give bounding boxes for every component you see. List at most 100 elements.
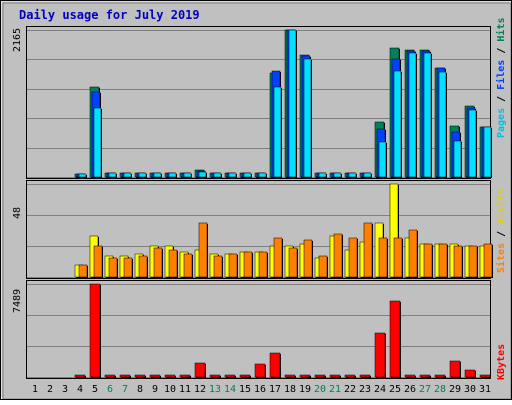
bar-pages-day-27 [423, 52, 432, 178]
bar-sites-day-28 [438, 243, 448, 278]
kbytes-panel-bg [26, 280, 491, 379]
bar-sites-day-5 [93, 245, 103, 278]
requests-panel: 2165 Pages / Files / Hits [12, 18, 507, 179]
x-tick-label: 1 [32, 384, 38, 395]
bar-kbytes-day-24 [374, 332, 386, 378]
x-tick-label: 19 [299, 384, 311, 395]
visits-legend: Sites / Visits [495, 189, 507, 273]
x-tick-label: 6 [107, 384, 113, 395]
legend-sep-3: / [496, 231, 507, 237]
legend-pages: Pages [496, 108, 507, 138]
bar-kbytes-day-20 [314, 374, 326, 378]
bar-sites-day-20 [318, 255, 328, 278]
x-tick-label: 24 [374, 384, 386, 395]
bar-kbytes-day-14 [224, 374, 236, 378]
bar-sites-day-25 [393, 237, 403, 278]
x-tick-label: 28 [434, 384, 446, 395]
requests-legend: Pages / Files / Hits [495, 18, 507, 139]
bar-kbytes-day-12 [194, 362, 206, 378]
visits-ymax-label: 48 [12, 207, 23, 219]
bar-pages-day-16 [258, 172, 267, 178]
bar-pages-day-9 [153, 172, 162, 178]
bar-kbytes-day-17 [269, 352, 281, 378]
legend-sites: Sites [495, 243, 507, 273]
kbytes-bars [74, 283, 491, 378]
bar-pages-day-8 [138, 172, 147, 178]
x-tick-label: 25 [389, 384, 401, 395]
bar-sites-day-11 [183, 253, 193, 278]
bar-kbytes-day-11 [179, 374, 191, 378]
bar-sites-day-31 [483, 243, 493, 278]
bar-kbytes-day-27 [419, 374, 431, 378]
x-tick-label: 21 [329, 384, 341, 395]
bar-kbytes-day-6 [104, 374, 116, 378]
bar-pages-day-19 [303, 58, 312, 178]
x-tick-label: 16 [254, 384, 266, 395]
x-tick-label: 4 [77, 384, 83, 395]
bar-pages-day-5 [93, 107, 102, 178]
bar-sites-day-29 [453, 245, 463, 278]
bar-sites-day-18 [288, 247, 298, 278]
visits-panel: 48 Sites / Visits [12, 180, 507, 279]
requests-ymax-label: 2165 [12, 28, 23, 52]
x-tick-label: 20 [314, 384, 326, 395]
bar-pages-day-4 [78, 173, 87, 178]
bar-pages-day-20 [318, 172, 327, 178]
bar-kbytes-day-22 [344, 374, 356, 378]
kbytes-legend: KBytes [496, 344, 507, 380]
legend-sep-2: / [496, 48, 507, 54]
bar-kbytes-day-5 [89, 283, 101, 378]
x-tick-label: 8 [137, 384, 143, 395]
requests-bars [74, 29, 492, 178]
bar-pages-day-18 [288, 29, 297, 178]
kbytes-ymax-label: 7489 [12, 289, 23, 313]
bar-sites-day-23 [363, 222, 373, 278]
bar-kbytes-day-28 [434, 374, 446, 378]
bar-kbytes-day-15 [239, 374, 251, 378]
bar-kbytes-day-9 [149, 374, 161, 378]
bar-pages-day-24 [378, 141, 387, 178]
bar-kbytes-day-19 [299, 374, 311, 378]
bar-sites-day-16 [258, 251, 268, 278]
bar-sites-day-8 [138, 255, 148, 278]
x-tick-label: 12 [194, 384, 206, 395]
x-tick-label: 23 [359, 384, 371, 395]
bar-kbytes-day-21 [329, 374, 341, 378]
bar-kbytes-day-29 [449, 360, 461, 378]
bar-pages-day-28 [438, 71, 447, 178]
kbytes-panel: 7489 KBytes [12, 280, 507, 380]
bar-sites-day-12 [198, 222, 208, 278]
bar-kbytes-day-23 [359, 374, 371, 378]
bar-kbytes-day-26 [404, 374, 416, 378]
x-tick-label: 29 [449, 384, 461, 395]
x-tick-label: 31 [479, 384, 491, 395]
bar-pages-day-17 [273, 86, 282, 178]
bar-sites-day-30 [468, 245, 478, 278]
bar-pages-day-21 [333, 172, 342, 178]
x-tick-label: 14 [224, 384, 236, 395]
bar-pages-day-11 [183, 172, 192, 178]
bar-sites-day-9 [153, 247, 163, 278]
bar-pages-day-6 [108, 172, 117, 178]
bar-pages-day-10 [168, 172, 177, 178]
bar-sites-day-22 [348, 237, 358, 278]
bar-pages-day-13 [213, 172, 222, 178]
x-tick-label: 22 [344, 384, 356, 395]
bar-pages-day-22 [348, 172, 357, 178]
bar-sites-day-17 [273, 237, 283, 278]
bar-sites-day-6 [108, 257, 118, 278]
bar-pages-day-31 [483, 126, 492, 178]
x-tick-label: 15 [239, 384, 251, 395]
bar-kbytes-day-18 [284, 374, 296, 378]
x-tick-label: 11 [179, 384, 191, 395]
bar-sites-day-21 [333, 233, 343, 278]
bar-kbytes-day-25 [389, 300, 401, 378]
x-tick-label: 7 [122, 384, 128, 395]
bar-kbytes-day-10 [164, 374, 176, 378]
bar-sites-day-26 [408, 229, 418, 278]
bar-sites-day-14 [228, 253, 238, 278]
bar-sites-day-24 [378, 237, 388, 278]
bar-kbytes-day-4 [74, 374, 86, 378]
